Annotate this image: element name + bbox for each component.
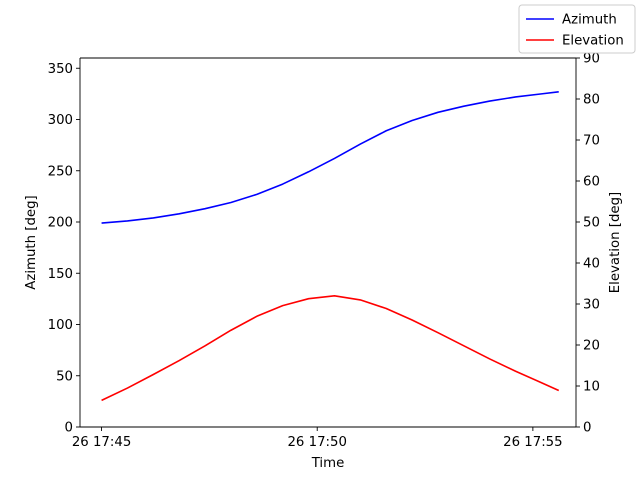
legend-label-elevation: Elevation: [562, 34, 624, 49]
series-line-azimuth: [101, 91, 559, 224]
x-tick-label: 26 17:50: [287, 435, 346, 450]
y-right-tick-label: 40: [583, 257, 600, 272]
y-right-tick-label: 30: [583, 298, 600, 313]
legend-box: [518, 4, 636, 54]
y-right-tick-label: 0: [583, 421, 591, 436]
y-right-tick-label: 70: [583, 134, 600, 149]
y-left-tick-label: 0: [65, 421, 73, 436]
y-left-tick-label: 150: [48, 267, 73, 282]
y-left-axis-label: Azimuth [deg]: [24, 195, 39, 289]
y-right-tick-label: 60: [583, 175, 600, 190]
y-right-tick-label: 50: [583, 216, 600, 231]
y-left-tick-label: 200: [48, 216, 73, 231]
y-left-tick-label: 300: [48, 113, 73, 128]
legend-label-azimuth: Azimuth: [562, 13, 617, 28]
y-left-tick-label: 100: [48, 318, 73, 333]
x-tick-label: 26 17:45: [72, 435, 131, 450]
y-left-tick-label: 250: [48, 164, 73, 179]
series-line-elevation: [101, 294, 560, 402]
y-right-tick-label: 90: [583, 52, 600, 67]
x-axis-label: Time: [311, 456, 345, 471]
y-right-tick-label: 10: [583, 380, 600, 395]
y-right-tick-label: 20: [583, 339, 600, 354]
y-right-tick-label: 80: [583, 93, 600, 108]
x-tick-label: 26 17:55: [503, 435, 562, 450]
y-left-tick-label: 350: [48, 62, 73, 77]
y-left-tick-label: 50: [56, 369, 73, 384]
y-right-axis-label: Elevation [deg]: [608, 192, 623, 293]
